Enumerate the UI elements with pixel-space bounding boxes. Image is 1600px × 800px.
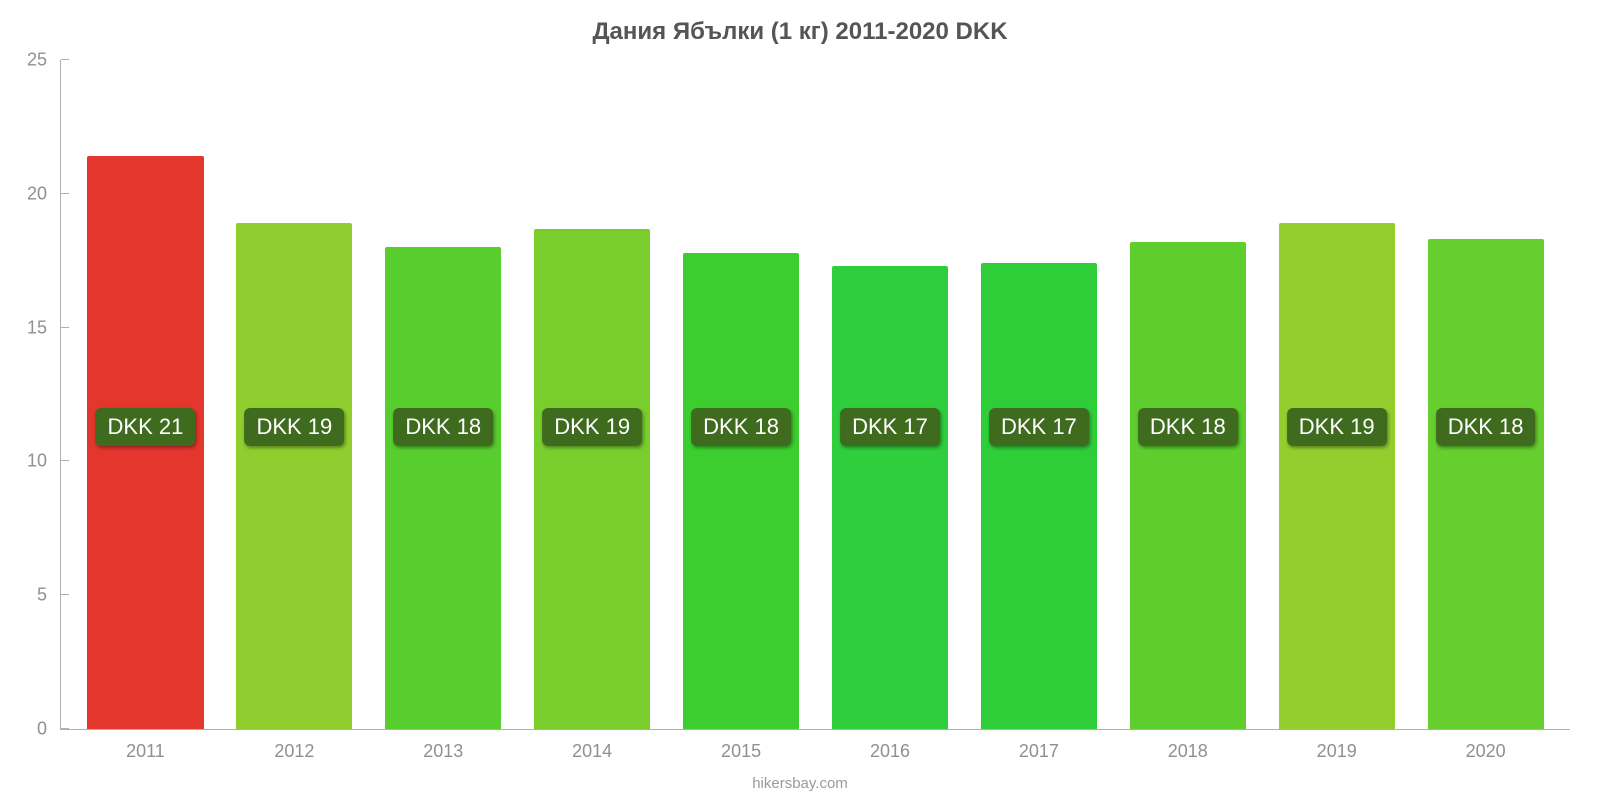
bar-slot: DKK 172016 [816,60,965,729]
bar-slot: DKK 182015 [667,60,816,729]
y-tick-label: 5 [37,585,47,606]
bar [832,266,948,729]
value-badge: DKK 17 [989,408,1089,446]
x-axis-label: 2013 [423,741,463,762]
y-tick [61,59,69,60]
bar [981,263,1097,729]
bars-row: DKK 212011DKK 192012DKK 182013DKK 192014… [61,60,1570,729]
x-axis-label: 2012 [274,741,314,762]
value-badge: DKK 19 [542,408,642,446]
x-axis-label: 2018 [1168,741,1208,762]
y-tick [61,594,69,595]
x-axis-label: 2014 [572,741,612,762]
bar-slot: DKK 172017 [964,60,1113,729]
x-axis-label: 2019 [1317,741,1357,762]
bar [385,247,501,729]
bar [534,229,650,729]
value-badge: DKK 18 [691,408,791,446]
value-badge: DKK 21 [96,408,196,446]
x-axis-label: 2015 [721,741,761,762]
y-tick-label: 25 [27,50,47,71]
plot-area: DKK 212011DKK 192012DKK 182013DKK 192014… [60,60,1570,730]
x-axis-label: 2017 [1019,741,1059,762]
bar-slot: DKK 192014 [518,60,667,729]
chart-container: Дания Ябълки (1 кг) 2011-2020 DKK DKK 21… [0,0,1600,800]
bar-slot: DKK 182013 [369,60,518,729]
x-axis-label: 2020 [1466,741,1506,762]
x-axis-label: 2016 [870,741,910,762]
bar-slot: DKK 192012 [220,60,369,729]
bar-slot: DKK 192019 [1262,60,1411,729]
bar-slot: DKK 182018 [1113,60,1262,729]
bar [236,223,352,729]
y-tick [61,193,69,194]
y-tick [61,728,69,729]
chart-title: Дания Ябълки (1 кг) 2011-2020 DKK [0,0,1600,46]
value-badge: DKK 19 [244,408,344,446]
y-tick-label: 20 [27,183,47,204]
bar-slot: DKK 212011 [71,60,220,729]
value-badge: DKK 19 [1287,408,1387,446]
y-tick [61,460,69,461]
x-axis-label: 2011 [126,741,165,762]
bar-slot: DKK 182020 [1411,60,1560,729]
value-badge: DKK 17 [840,408,940,446]
y-tick-label: 10 [27,451,47,472]
y-tick-label: 0 [37,719,47,740]
bar [1130,242,1246,729]
value-badge: DKK 18 [1436,408,1536,446]
value-badge: DKK 18 [393,408,493,446]
y-tick-label: 15 [27,317,47,338]
bar [683,253,799,729]
watermark: hikersbay.com [752,775,848,792]
bar [1428,239,1544,729]
y-tick [61,327,69,328]
bar [1279,223,1395,729]
value-badge: DKK 18 [1138,408,1238,446]
